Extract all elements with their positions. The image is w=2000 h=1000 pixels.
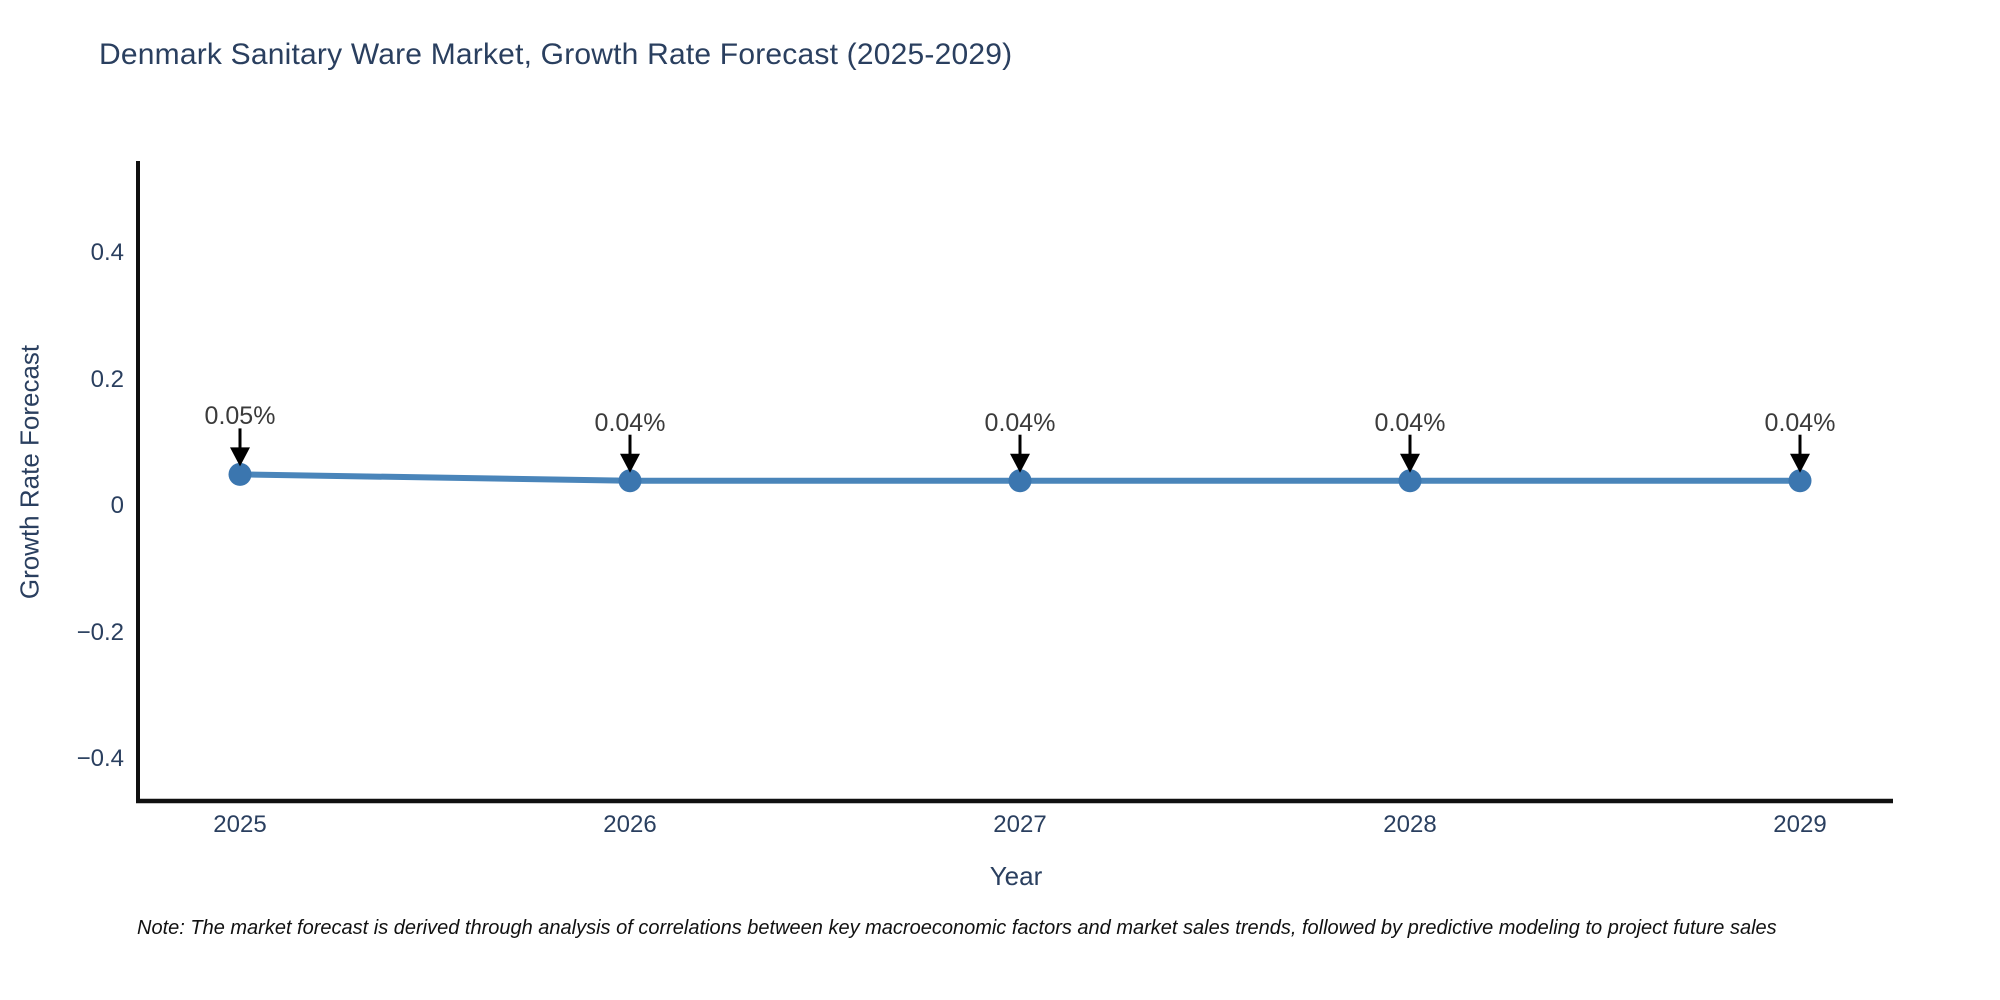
data-point-label: 0.05% bbox=[204, 402, 276, 430]
annotation-arrow-head bbox=[230, 447, 250, 467]
data-point-label: 0.04% bbox=[594, 409, 666, 437]
y-tick-label: 0.4 bbox=[90, 239, 124, 266]
x-tick-label: 2028 bbox=[1383, 811, 1437, 838]
annotation-arrow-head bbox=[620, 453, 640, 473]
data-point-label: 0.04% bbox=[1374, 409, 1446, 437]
data-point-marker bbox=[618, 469, 642, 493]
annotation-arrow-head bbox=[1400, 453, 1420, 473]
data-point-marker bbox=[1008, 469, 1032, 493]
data-point-marker bbox=[1398, 469, 1422, 493]
x-tick-label: 2029 bbox=[1773, 811, 1827, 838]
data-point-label: 0.04% bbox=[1764, 409, 1836, 437]
x-tick-label: 2027 bbox=[993, 811, 1047, 838]
annotation-arrow-head bbox=[1790, 453, 1810, 473]
x-tick-label: 2025 bbox=[213, 811, 267, 838]
y-tick-label: 0 bbox=[110, 492, 124, 519]
y-tick-label: −0.2 bbox=[76, 619, 124, 646]
chart-title: Denmark Sanitary Ware Market, Growth Rat… bbox=[99, 38, 1013, 71]
y-tick-label: 0.2 bbox=[90, 366, 124, 393]
data-point-label: 0.04% bbox=[984, 409, 1056, 437]
footnote: Note: The market forecast is derived thr… bbox=[137, 917, 1777, 939]
x-tick-label: 2026 bbox=[603, 811, 657, 838]
data-point-marker bbox=[1788, 469, 1812, 493]
data-point-marker bbox=[228, 462, 252, 486]
annotation-arrow-head bbox=[1010, 453, 1030, 473]
x-axis-title: Year bbox=[989, 861, 1043, 891]
y-tick-label: −0.4 bbox=[76, 745, 124, 772]
